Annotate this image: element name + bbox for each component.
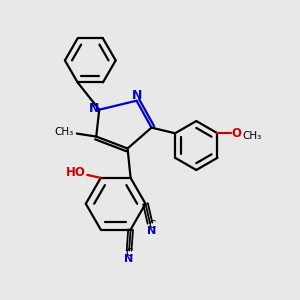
Text: C: C	[125, 248, 133, 258]
Text: N: N	[89, 102, 99, 115]
Text: C: C	[148, 220, 155, 230]
Text: N: N	[147, 226, 156, 236]
Text: HO: HO	[65, 166, 85, 179]
Text: CH₃: CH₃	[242, 131, 262, 141]
Text: N: N	[132, 89, 142, 102]
Text: N: N	[124, 254, 134, 264]
Text: CH₃: CH₃	[54, 127, 73, 137]
Text: O: O	[232, 127, 242, 140]
